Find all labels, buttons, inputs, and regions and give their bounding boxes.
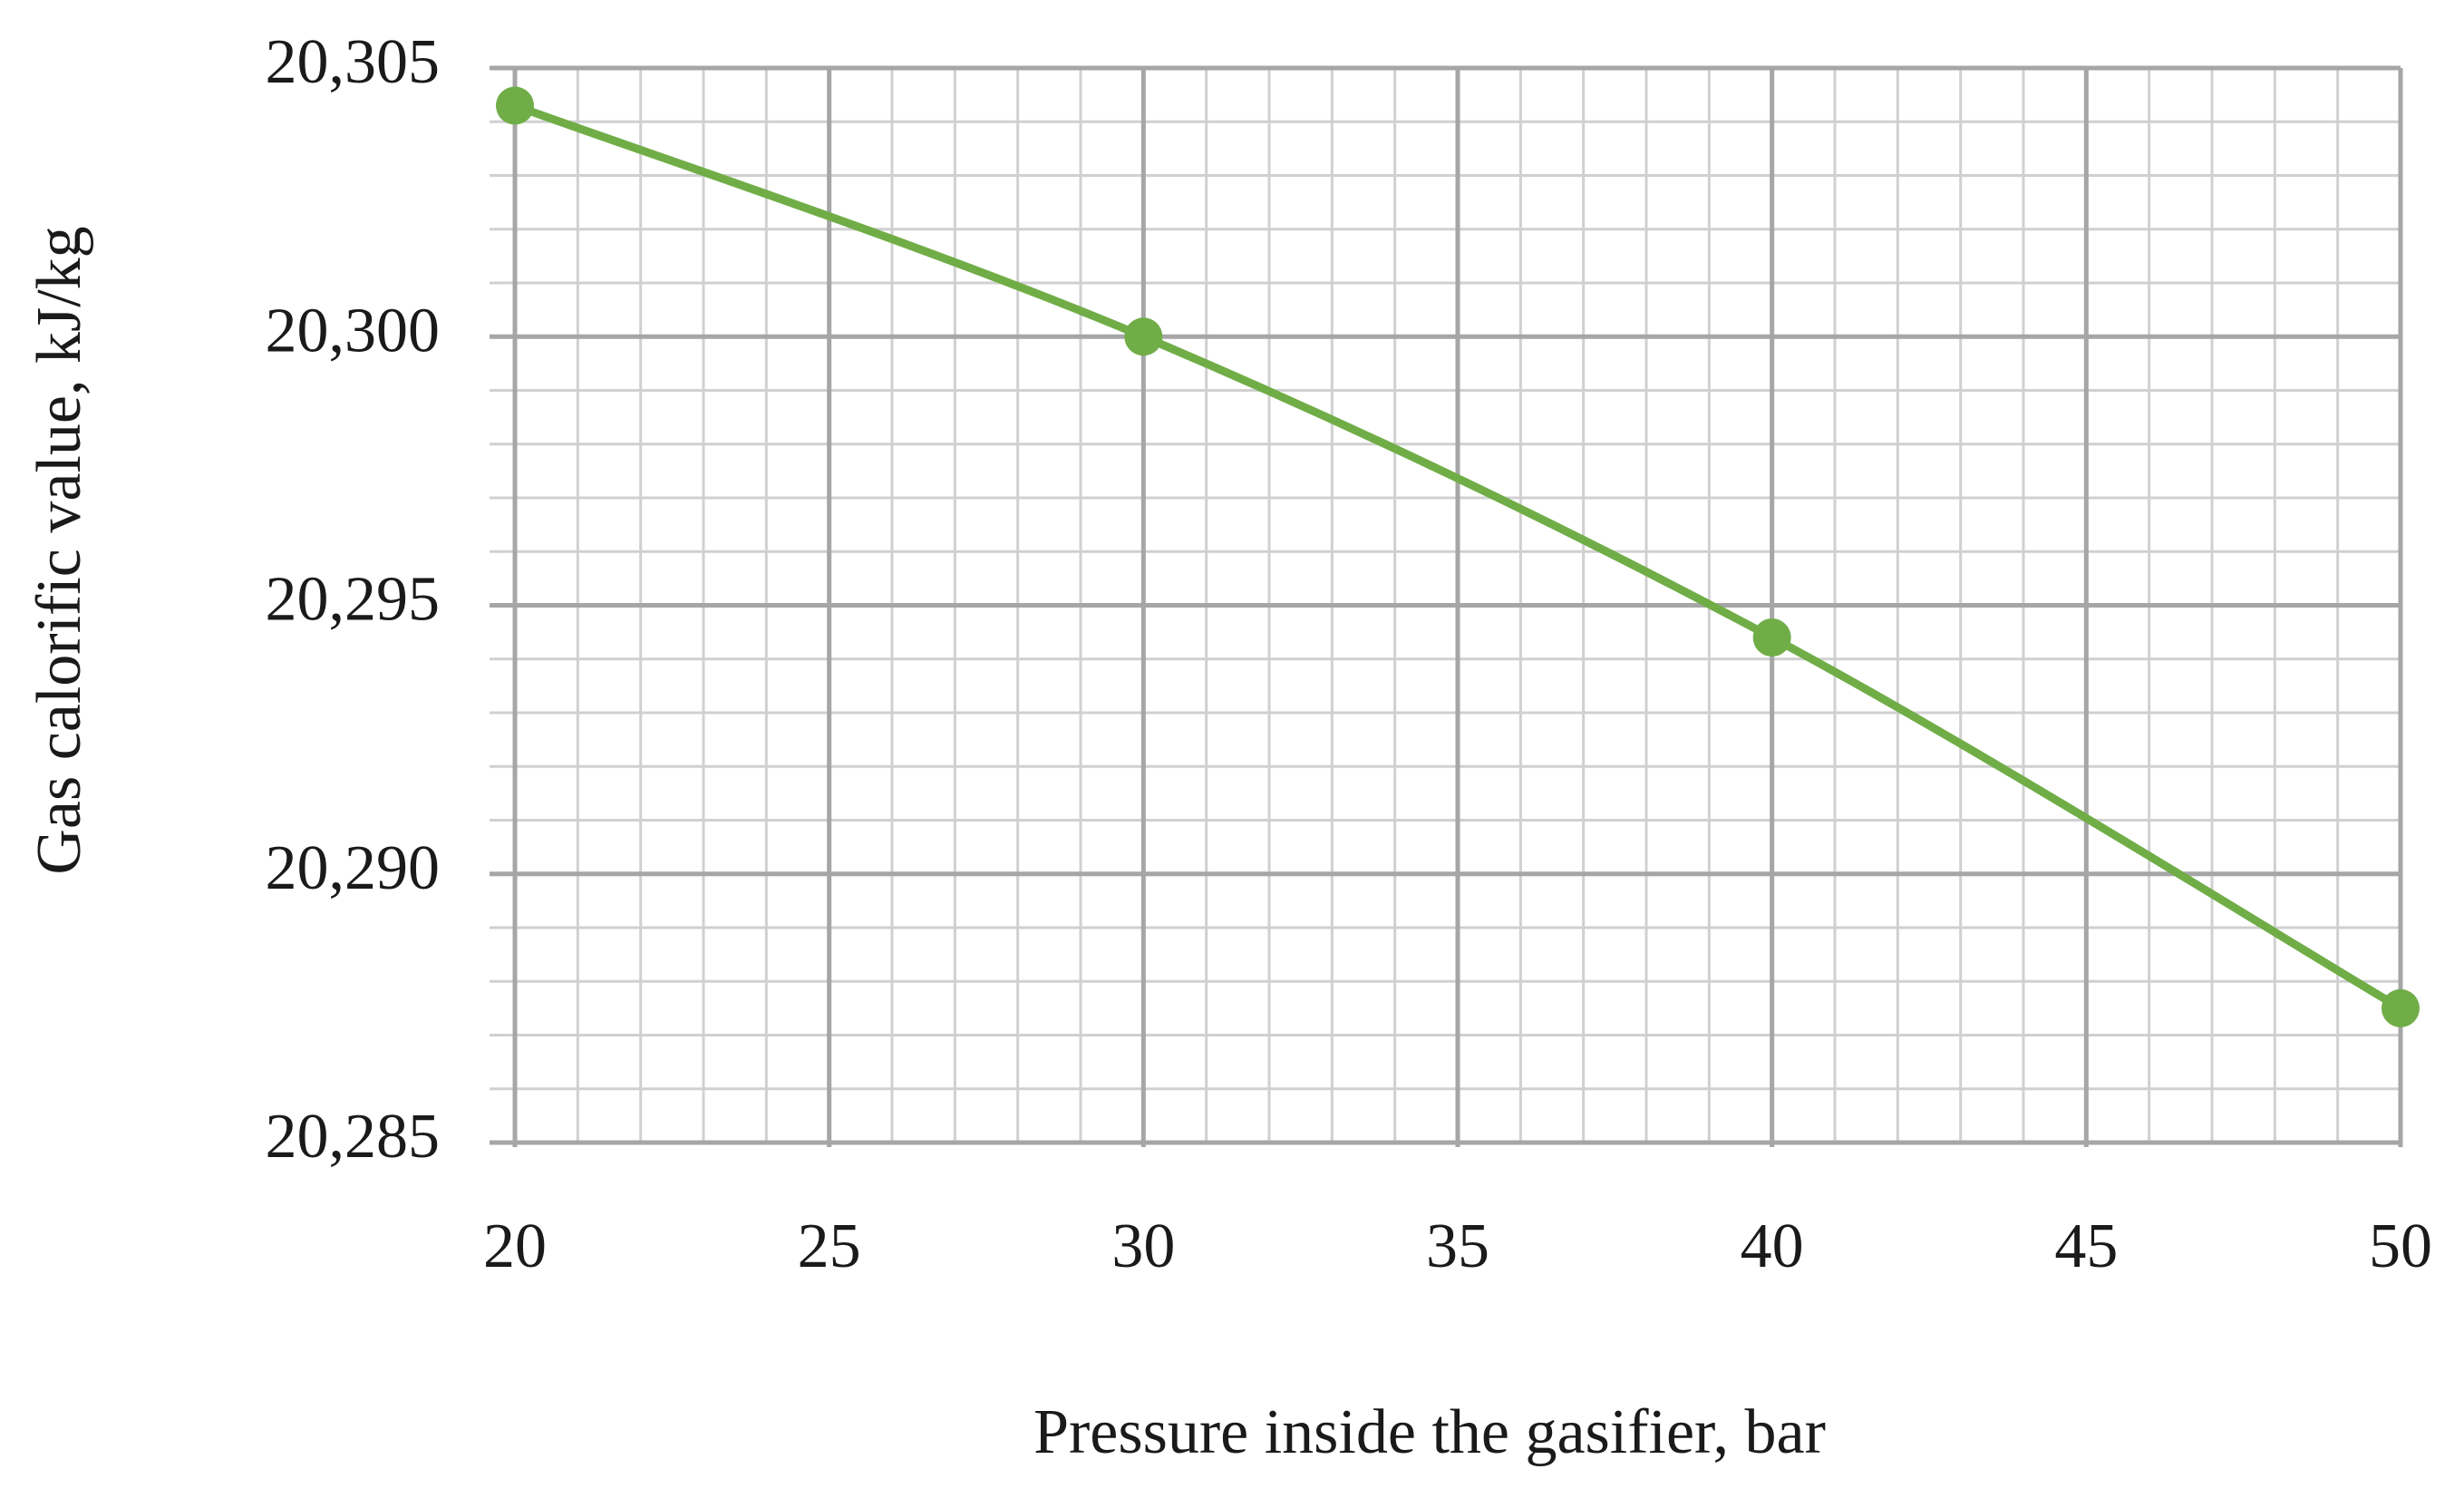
y-tick-label: 20,290 [266, 833, 441, 903]
x-tick-label: 20 [483, 1211, 547, 1281]
data-line [513, 102, 2403, 1012]
y-tick-label: 20,285 [266, 1102, 441, 1172]
data-point [2382, 988, 2420, 1027]
x-tick-label: 25 [798, 1211, 861, 1281]
x-tick-label: 40 [1741, 1211, 1804, 1281]
y-axis-title: Gas calorific value, kJ/kg [24, 226, 94, 874]
x-axis-title: Pressure inside the gasifier, bar [1033, 1397, 1826, 1467]
y-tick-label: 20,305 [266, 27, 441, 97]
data-point [496, 86, 534, 125]
x-tick-label: 35 [1426, 1211, 1489, 1281]
data-point [1752, 618, 1791, 657]
x-tick-label: 45 [2054, 1211, 2118, 1281]
y-tick-label: 20,295 [266, 565, 441, 635]
x-tick-label: 30 [1111, 1211, 1175, 1281]
x-tick-label: 50 [2369, 1211, 2432, 1281]
y-tick-label: 20,300 [266, 296, 441, 365]
data-point [1124, 317, 1163, 356]
